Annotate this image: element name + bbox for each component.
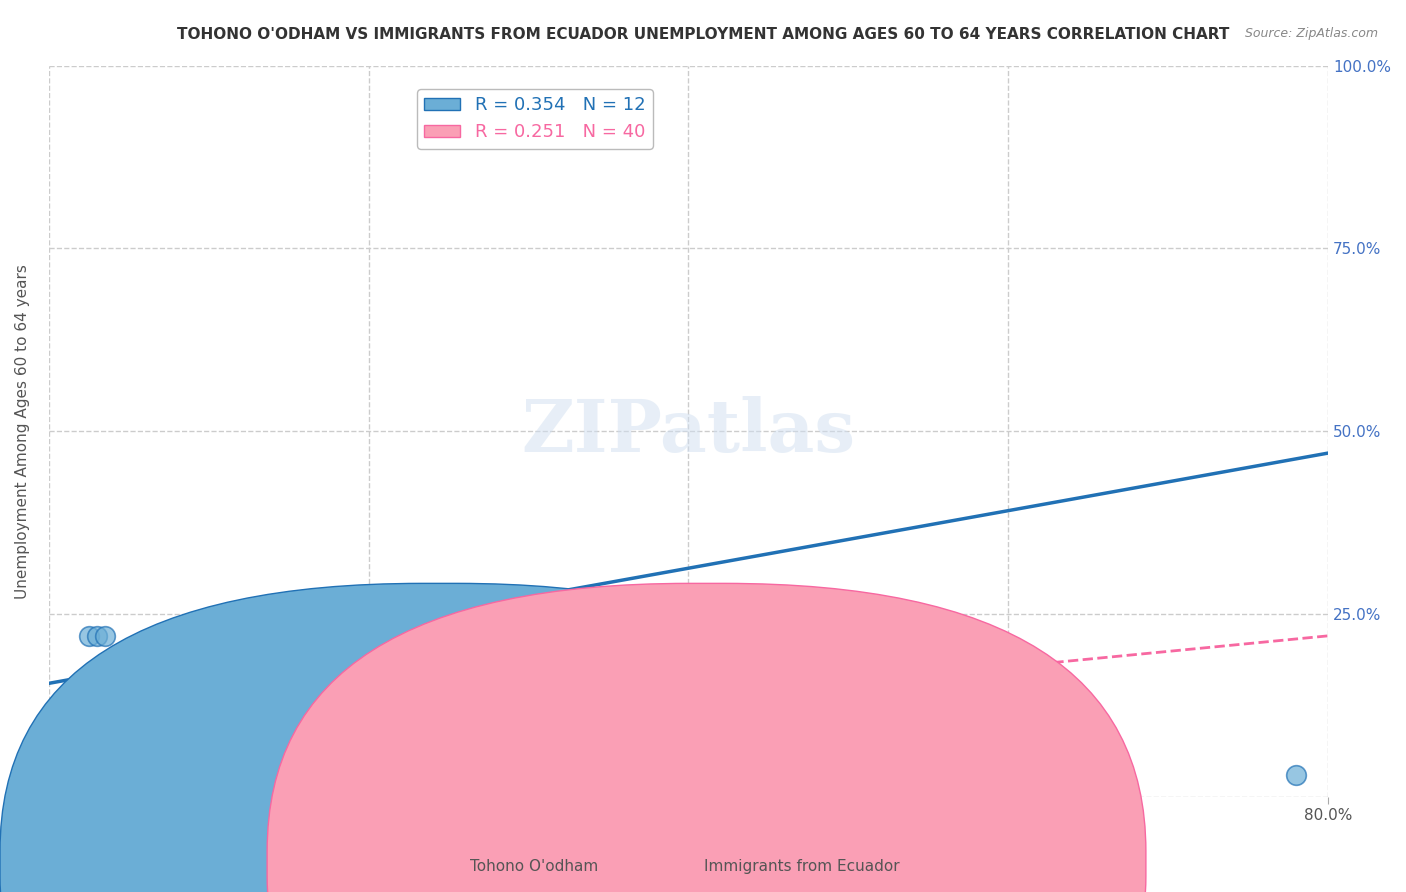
Point: [149, 760, 172, 774]
Point: [437, 716, 460, 731]
Point: [229, 673, 252, 687]
Point: [485, 680, 508, 694]
Point: [125, 760, 148, 774]
Point: [56, 775, 79, 789]
Point: [73, 687, 96, 701]
Text: ZIPatlas: ZIPatlas: [522, 396, 855, 467]
Text: TOHONO O'ODHAM VS IMMIGRANTS FROM ECUADOR UNEMPLOYMENT AMONG AGES 60 TO 64 YEARS: TOHONO O'ODHAM VS IMMIGRANTS FROM ECUADO…: [177, 27, 1229, 42]
Point: [134, 760, 156, 774]
Point: [73, 746, 96, 760]
Point: [709, 680, 731, 694]
Point: [69, 702, 91, 716]
Point: [69, 746, 91, 760]
Point: [51, 775, 73, 789]
Point: [69, 753, 91, 767]
Point: [93, 629, 115, 643]
Point: [53, 760, 76, 774]
Point: [77, 731, 100, 746]
Point: [166, 775, 188, 789]
Point: [66, 775, 89, 789]
Point: [83, 731, 105, 746]
Point: [262, 731, 284, 746]
Point: [53, 753, 76, 767]
Text: Immigrants from Ecuador: Immigrants from Ecuador: [703, 859, 900, 874]
Point: [325, 702, 347, 716]
Point: [62, 753, 84, 767]
Point: [69, 768, 91, 782]
Point: [77, 775, 100, 789]
Point: [77, 687, 100, 701]
Point: [56, 760, 79, 774]
Y-axis label: Unemployment Among Ages 60 to 64 years: Unemployment Among Ages 60 to 64 years: [15, 264, 30, 599]
Point: [69, 775, 91, 789]
Point: [69, 731, 91, 746]
Point: [118, 760, 141, 774]
Point: [62, 775, 84, 789]
Point: [101, 716, 124, 731]
Point: [66, 702, 89, 716]
Point: [45, 775, 67, 789]
Point: [53, 775, 76, 789]
Text: Tohono O'odham: Tohono O'odham: [470, 859, 599, 874]
Point: [173, 775, 195, 789]
Point: [142, 760, 165, 774]
Point: [86, 673, 108, 687]
Legend: R = 0.354   N = 12, R = 0.251   N = 40: R = 0.354 N = 12, R = 0.251 N = 40: [418, 89, 652, 149]
Point: [83, 673, 105, 687]
Point: [965, 643, 987, 657]
Point: [86, 629, 108, 643]
Point: [325, 731, 347, 746]
Point: [62, 731, 84, 746]
Point: [294, 731, 316, 746]
Text: Source: ZipAtlas.com: Source: ZipAtlas.com: [1244, 27, 1378, 40]
Point: [62, 702, 84, 716]
Point: [86, 731, 108, 746]
Point: [73, 775, 96, 789]
Point: [66, 760, 89, 774]
Point: [77, 629, 100, 643]
Point: [62, 760, 84, 774]
Point: [1285, 768, 1308, 782]
